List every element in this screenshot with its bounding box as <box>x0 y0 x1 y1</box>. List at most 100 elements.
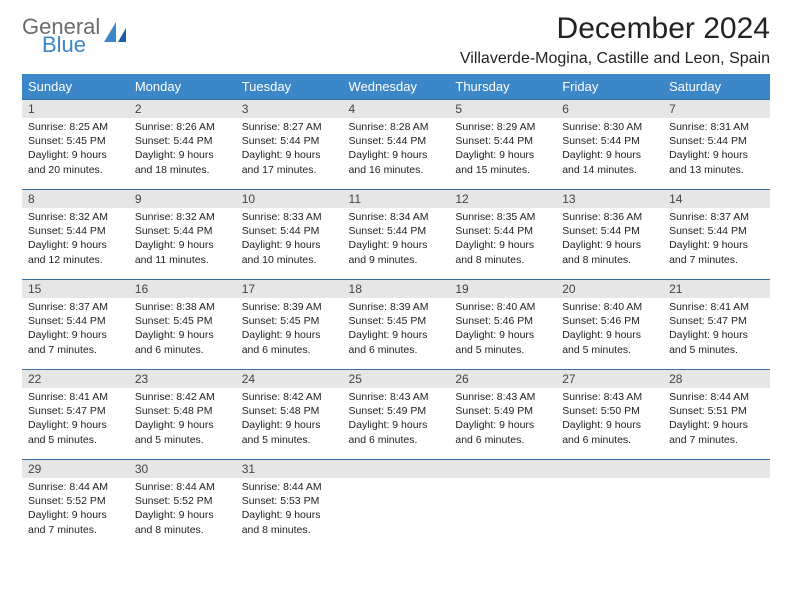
brand-logo: General Blue <box>22 12 128 56</box>
day-body: Sunrise: 8:43 AMSunset: 5:50 PMDaylight:… <box>556 388 663 451</box>
day-body: Sunrise: 8:43 AMSunset: 5:49 PMDaylight:… <box>343 388 450 451</box>
calendar-day-cell: 2Sunrise: 8:26 AMSunset: 5:44 PMDaylight… <box>129 99 236 189</box>
day-number-bar: 5 <box>449 99 556 118</box>
day-number-bar: 1 <box>22 99 129 118</box>
day-number-bar: 9 <box>129 189 236 208</box>
calendar-day-cell <box>449 459 556 549</box>
day-number-bar <box>663 459 770 478</box>
day-number-bar: 29 <box>22 459 129 478</box>
day-number-bar: 8 <box>22 189 129 208</box>
day-body: Sunrise: 8:38 AMSunset: 5:45 PMDaylight:… <box>129 298 236 361</box>
calendar-day-cell: 23Sunrise: 8:42 AMSunset: 5:48 PMDayligh… <box>129 369 236 459</box>
day-number-bar: 30 <box>129 459 236 478</box>
calendar-day-cell: 21Sunrise: 8:41 AMSunset: 5:47 PMDayligh… <box>663 279 770 369</box>
calendar-day-cell: 12Sunrise: 8:35 AMSunset: 5:44 PMDayligh… <box>449 189 556 279</box>
calendar-day-cell: 14Sunrise: 8:37 AMSunset: 5:44 PMDayligh… <box>663 189 770 279</box>
calendar-day-cell: 1Sunrise: 8:25 AMSunset: 5:45 PMDaylight… <box>22 99 129 189</box>
calendar-day-cell: 9Sunrise: 8:32 AMSunset: 5:44 PMDaylight… <box>129 189 236 279</box>
calendar-week-row: 22Sunrise: 8:41 AMSunset: 5:47 PMDayligh… <box>22 369 770 459</box>
day-number-bar: 10 <box>236 189 343 208</box>
day-number-bar <box>556 459 663 478</box>
day-body: Sunrise: 8:29 AMSunset: 5:44 PMDaylight:… <box>449 118 556 181</box>
day-number-bar: 18 <box>343 279 450 298</box>
day-body: Sunrise: 8:42 AMSunset: 5:48 PMDaylight:… <box>236 388 343 451</box>
calendar-day-cell: 30Sunrise: 8:44 AMSunset: 5:52 PMDayligh… <box>129 459 236 549</box>
day-number-bar: 11 <box>343 189 450 208</box>
day-number-bar: 24 <box>236 369 343 388</box>
calendar-day-cell <box>663 459 770 549</box>
day-number-bar: 19 <box>449 279 556 298</box>
day-body: Sunrise: 8:44 AMSunset: 5:51 PMDaylight:… <box>663 388 770 451</box>
calendar-day-cell: 16Sunrise: 8:38 AMSunset: 5:45 PMDayligh… <box>129 279 236 369</box>
calendar-day-cell <box>343 459 450 549</box>
day-body: Sunrise: 8:41 AMSunset: 5:47 PMDaylight:… <box>22 388 129 451</box>
calendar-day-cell: 4Sunrise: 8:28 AMSunset: 5:44 PMDaylight… <box>343 99 450 189</box>
location: Villaverde-Mogina, Castille and Leon, Sp… <box>460 50 770 68</box>
weekday-header: Saturday <box>663 74 770 99</box>
day-body: Sunrise: 8:39 AMSunset: 5:45 PMDaylight:… <box>236 298 343 361</box>
day-number-bar <box>449 459 556 478</box>
calendar-day-cell: 10Sunrise: 8:33 AMSunset: 5:44 PMDayligh… <box>236 189 343 279</box>
calendar-day-cell: 20Sunrise: 8:40 AMSunset: 5:46 PMDayligh… <box>556 279 663 369</box>
day-body: Sunrise: 8:43 AMSunset: 5:49 PMDaylight:… <box>449 388 556 451</box>
weekday-header: Monday <box>129 74 236 99</box>
day-number-bar: 12 <box>449 189 556 208</box>
day-body: Sunrise: 8:25 AMSunset: 5:45 PMDaylight:… <box>22 118 129 181</box>
day-number-bar: 4 <box>343 99 450 118</box>
calendar-table: SundayMondayTuesdayWednesdayThursdayFrid… <box>22 74 770 549</box>
day-number-bar: 28 <box>663 369 770 388</box>
day-number-bar <box>343 459 450 478</box>
calendar-day-cell: 27Sunrise: 8:43 AMSunset: 5:50 PMDayligh… <box>556 369 663 459</box>
calendar-day-cell: 7Sunrise: 8:31 AMSunset: 5:44 PMDaylight… <box>663 99 770 189</box>
calendar-day-cell: 3Sunrise: 8:27 AMSunset: 5:44 PMDaylight… <box>236 99 343 189</box>
day-body: Sunrise: 8:40 AMSunset: 5:46 PMDaylight:… <box>449 298 556 361</box>
calendar-day-cell: 24Sunrise: 8:42 AMSunset: 5:48 PMDayligh… <box>236 369 343 459</box>
calendar-day-cell: 25Sunrise: 8:43 AMSunset: 5:49 PMDayligh… <box>343 369 450 459</box>
weekday-header: Thursday <box>449 74 556 99</box>
day-body: Sunrise: 8:33 AMSunset: 5:44 PMDaylight:… <box>236 208 343 271</box>
day-body: Sunrise: 8:30 AMSunset: 5:44 PMDaylight:… <box>556 118 663 181</box>
day-body: Sunrise: 8:37 AMSunset: 5:44 PMDaylight:… <box>22 298 129 361</box>
day-body: Sunrise: 8:35 AMSunset: 5:44 PMDaylight:… <box>449 208 556 271</box>
header: General Blue December 2024 Villaverde-Mo… <box>22 12 770 68</box>
day-number-bar: 17 <box>236 279 343 298</box>
calendar-day-cell: 8Sunrise: 8:32 AMSunset: 5:44 PMDaylight… <box>22 189 129 279</box>
day-body: Sunrise: 8:26 AMSunset: 5:44 PMDaylight:… <box>129 118 236 181</box>
day-body: Sunrise: 8:37 AMSunset: 5:44 PMDaylight:… <box>663 208 770 271</box>
day-number-bar: 3 <box>236 99 343 118</box>
day-number-bar: 27 <box>556 369 663 388</box>
day-body: Sunrise: 8:36 AMSunset: 5:44 PMDaylight:… <box>556 208 663 271</box>
calendar-day-cell: 31Sunrise: 8:44 AMSunset: 5:53 PMDayligh… <box>236 459 343 549</box>
day-number-bar: 20 <box>556 279 663 298</box>
day-body: Sunrise: 8:32 AMSunset: 5:44 PMDaylight:… <box>129 208 236 271</box>
calendar-week-row: 1Sunrise: 8:25 AMSunset: 5:45 PMDaylight… <box>22 99 770 189</box>
day-body: Sunrise: 8:41 AMSunset: 5:47 PMDaylight:… <box>663 298 770 361</box>
calendar-day-cell: 26Sunrise: 8:43 AMSunset: 5:49 PMDayligh… <box>449 369 556 459</box>
day-number-bar: 14 <box>663 189 770 208</box>
day-body: Sunrise: 8:44 AMSunset: 5:52 PMDaylight:… <box>22 478 129 541</box>
day-body: Sunrise: 8:34 AMSunset: 5:44 PMDaylight:… <box>343 208 450 271</box>
calendar-week-row: 29Sunrise: 8:44 AMSunset: 5:52 PMDayligh… <box>22 459 770 549</box>
day-body: Sunrise: 8:28 AMSunset: 5:44 PMDaylight:… <box>343 118 450 181</box>
day-body: Sunrise: 8:44 AMSunset: 5:52 PMDaylight:… <box>129 478 236 541</box>
calendar-day-cell: 28Sunrise: 8:44 AMSunset: 5:51 PMDayligh… <box>663 369 770 459</box>
day-body: Sunrise: 8:42 AMSunset: 5:48 PMDaylight:… <box>129 388 236 451</box>
calendar-day-cell: 5Sunrise: 8:29 AMSunset: 5:44 PMDaylight… <box>449 99 556 189</box>
day-number-bar: 23 <box>129 369 236 388</box>
calendar-day-cell: 13Sunrise: 8:36 AMSunset: 5:44 PMDayligh… <box>556 189 663 279</box>
calendar-day-cell: 22Sunrise: 8:41 AMSunset: 5:47 PMDayligh… <box>22 369 129 459</box>
day-number-bar: 16 <box>129 279 236 298</box>
day-number-bar: 6 <box>556 99 663 118</box>
calendar-week-row: 8Sunrise: 8:32 AMSunset: 5:44 PMDaylight… <box>22 189 770 279</box>
day-number-bar: 26 <box>449 369 556 388</box>
title-block: December 2024 Villaverde-Mogina, Castill… <box>460 12 770 68</box>
weekday-header: Wednesday <box>343 74 450 99</box>
calendar-day-cell: 11Sunrise: 8:34 AMSunset: 5:44 PMDayligh… <box>343 189 450 279</box>
calendar-day-cell: 18Sunrise: 8:39 AMSunset: 5:45 PMDayligh… <box>343 279 450 369</box>
calendar-day-cell: 17Sunrise: 8:39 AMSunset: 5:45 PMDayligh… <box>236 279 343 369</box>
weekday-header: Sunday <box>22 74 129 99</box>
calendar-day-cell: 29Sunrise: 8:44 AMSunset: 5:52 PMDayligh… <box>22 459 129 549</box>
day-body: Sunrise: 8:40 AMSunset: 5:46 PMDaylight:… <box>556 298 663 361</box>
day-number-bar: 21 <box>663 279 770 298</box>
day-body: Sunrise: 8:32 AMSunset: 5:44 PMDaylight:… <box>22 208 129 271</box>
